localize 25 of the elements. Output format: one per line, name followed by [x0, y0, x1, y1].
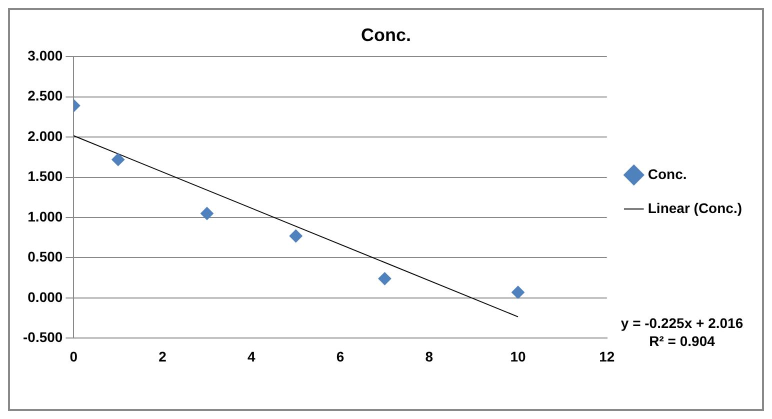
- legend-label: Linear (Conc.): [648, 200, 742, 216]
- x-tick-label: 10: [510, 348, 526, 364]
- point: [512, 286, 525, 299]
- y-tick-label: 2.500: [28, 88, 63, 104]
- y-tick-label: 0.500: [28, 248, 63, 265]
- x-tick-label: 8: [425, 348, 434, 364]
- point: [112, 153, 125, 166]
- point: [200, 206, 214, 220]
- y-tick-label: 3.000: [28, 47, 63, 64]
- x-tick-label: 2: [158, 348, 167, 364]
- y-tick-label: 1.000: [28, 208, 63, 224]
- y-tick-label: 2.000: [28, 128, 63, 144]
- y-tick-label: 1.500: [28, 168, 63, 184]
- x-tick-label: 0: [70, 348, 78, 364]
- chart-title: Conc.: [360, 24, 412, 45]
- x-tick-label: 12: [599, 348, 615, 364]
- legend-label: Conc.: [648, 166, 687, 182]
- text: y = -0.225x + 2.016: [620, 315, 744, 332]
- point: [378, 272, 392, 286]
- x-tick-label: 4: [248, 348, 256, 364]
- text: R² = 0.904: [649, 333, 716, 350]
- x-tick-label: 6: [336, 348, 344, 364]
- point: [289, 230, 302, 243]
- y-tick-label: 0.000: [28, 288, 63, 305]
- y-tick-label: -0.500: [22, 329, 63, 346]
